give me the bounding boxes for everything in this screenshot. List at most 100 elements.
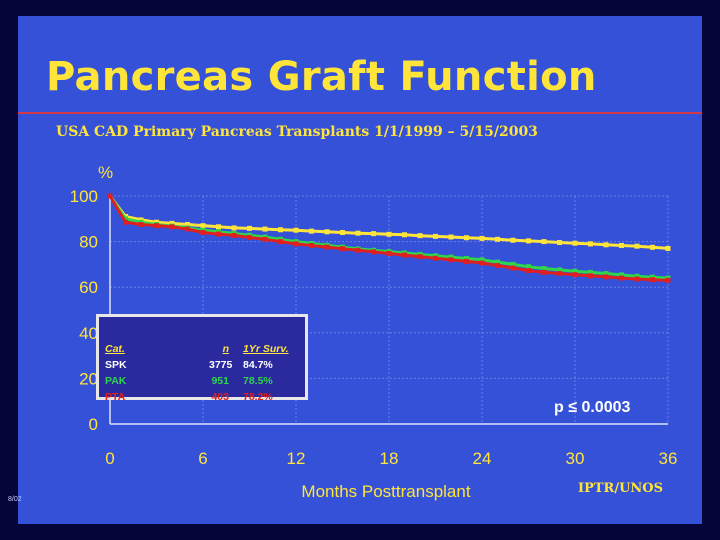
data-point-pak: [619, 272, 624, 278]
data-point-pak: [123, 216, 128, 222]
data-point-spk: [200, 223, 206, 229]
data-point-pak: [510, 261, 516, 267]
data-point-spk: [665, 245, 671, 251]
data-point-spk: [433, 233, 438, 239]
legend-surv: 78.5%: [243, 375, 273, 387]
data-point-pta: [588, 273, 593, 279]
data-point-spk: [324, 229, 330, 235]
x-tick-label: 18: [380, 449, 399, 468]
data-point-pta: [355, 247, 361, 253]
data-point-spk: [185, 222, 190, 227]
data-point-spk: [371, 231, 376, 237]
data-point-pak: [495, 259, 500, 265]
y-axis-label: %: [98, 163, 113, 182]
data-point-spk: [603, 242, 609, 248]
legend-header-n: n: [222, 343, 229, 355]
data-point-spk: [278, 227, 283, 233]
data-point-pta: [665, 277, 671, 283]
data-point-pta: [340, 246, 345, 252]
data-point-pta: [448, 257, 454, 263]
data-point-pak: [479, 257, 485, 263]
p-value-annotation: p ≤ 0.0003: [554, 399, 630, 416]
y-tick-label: 40: [79, 324, 98, 343]
y-tick-label: 80: [79, 233, 98, 252]
data-point-pta: [603, 274, 609, 280]
data-point-pta: [169, 224, 175, 230]
data-point-spk: [247, 225, 252, 231]
legend-n: 403: [211, 391, 229, 403]
x-tick-label: 36: [659, 449, 678, 468]
data-point-pta: [247, 234, 252, 240]
legend-header-row: Cat. n 1Yr Surv.: [105, 343, 301, 357]
title-divider: [18, 112, 702, 114]
data-point-pta: [216, 231, 221, 237]
slide-subtitle: USA CAD Primary Pancreas Transplants 1/1…: [56, 124, 538, 140]
data-point-pta: [138, 222, 144, 227]
data-point-spk: [169, 220, 175, 226]
data-point-spk: [262, 226, 268, 232]
x-tick-label: 12: [287, 449, 306, 468]
legend-header-surv: 1Yr Surv.: [243, 343, 289, 355]
data-point-pta: [433, 255, 438, 261]
legend-surv: 84.7%: [243, 359, 273, 371]
data-point-spk: [309, 228, 314, 234]
data-point-pta: [402, 252, 407, 258]
data-point-pta: [572, 272, 578, 278]
data-point-pta: [371, 249, 376, 255]
y-tick-label: 60: [79, 278, 98, 297]
data-point-pak: [541, 266, 547, 272]
y-tick-label: 0: [89, 415, 98, 434]
x-tick-label: 24: [473, 449, 492, 468]
data-point-pta: [634, 276, 640, 282]
data-point-pta: [231, 232, 237, 238]
legend-cat: SPK: [105, 359, 127, 371]
legend-n: 3775: [209, 359, 233, 371]
data-point-pta: [650, 277, 655, 283]
tick-labels: 0 20 40 60 80 100 0 6 12 18 24 30 36: [70, 187, 678, 468]
data-point-spk: [510, 237, 516, 243]
data-point-pak: [650, 274, 655, 280]
data-point-pta: [464, 258, 469, 264]
data-point-pta: [309, 242, 314, 248]
data-point-spk: [231, 225, 237, 231]
data-point-pta: [123, 219, 128, 225]
legend-row-spk: SPK 3775 84.7%: [105, 359, 301, 373]
y-tick-label: 100: [70, 187, 98, 206]
data-point-pak: [464, 255, 469, 261]
data-point-pta: [262, 236, 268, 242]
slide-title: Pancreas Graft Function: [46, 54, 597, 100]
data-point-spk: [526, 238, 531, 244]
data-point-spk: [216, 224, 221, 230]
x-tick-label: 30: [566, 449, 585, 468]
data-point-pak: [588, 269, 593, 275]
data-point-pta: [557, 271, 562, 277]
data-point-spk: [355, 230, 361, 236]
data-point-pak: [634, 273, 640, 279]
x-tick-label: 0: [105, 449, 114, 468]
slide-footnote: 8/02: [8, 496, 22, 503]
data-point-spk: [464, 235, 469, 241]
data-point-spk: [479, 235, 485, 241]
data-point-spk: [650, 244, 655, 250]
data-point-spk: [386, 231, 392, 237]
data-point-spk: [588, 241, 593, 247]
legend-row-pta: PTA 403 78.2%: [105, 391, 301, 405]
series-lines: [107, 193, 671, 283]
data-point-spk: [495, 236, 500, 242]
legend-n: 951: [211, 375, 229, 387]
data-point-pta: [200, 229, 206, 235]
data-point-pta: [278, 239, 283, 245]
data-point-pta: [154, 223, 159, 229]
data-point-spk: [417, 233, 423, 239]
data-point-spk: [557, 240, 562, 246]
data-point-pta: [526, 268, 531, 274]
legend-cat: PAK: [105, 375, 127, 387]
legend-row-pak: PAK 951 78.5%: [105, 375, 301, 389]
iptr-unos-logo: IPTR/UNOS: [578, 481, 664, 496]
data-point-pta: [417, 254, 423, 260]
data-point-pta: [107, 193, 113, 199]
legend-header-cat: Cat.: [105, 343, 125, 355]
data-point-pta: [510, 265, 516, 271]
legend-surv: 78.2%: [243, 391, 273, 403]
data-point-pta: [324, 244, 330, 250]
